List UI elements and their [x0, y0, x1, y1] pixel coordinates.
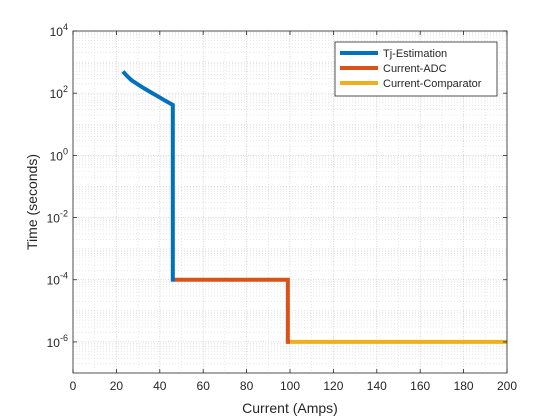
legend-label: Current-Comparator — [383, 78, 482, 90]
x-tick-label: 160 — [410, 379, 430, 393]
legend-label: Tj-Estimation — [383, 48, 447, 60]
legend-label: Current-ADC — [383, 63, 447, 75]
y-tick-label: 10-6 — [47, 333, 68, 350]
x-tick-label: 200 — [497, 379, 517, 393]
x-tick-label: 80 — [240, 379, 254, 393]
x-tick-label: 180 — [454, 379, 474, 393]
legend: Tj-Estimation Current-ADC Current-Comparat… — [334, 41, 498, 97]
x-tick-label: 40 — [153, 379, 167, 393]
x-tick-label: 20 — [110, 379, 124, 393]
x-tick-labels: 0 20 40 60 80 100 120 140 160 180 200 — [70, 379, 518, 393]
series-line-current-adc — [174, 277, 290, 344]
x-tick-label: 0 — [70, 379, 77, 393]
y-tick-label: 10-2 — [47, 209, 68, 226]
y-tick-label: 102 — [50, 84, 68, 101]
series-line-tj-estimation — [121, 70, 175, 282]
tick-marks — [72, 30, 508, 373]
x-tick-label: 120 — [323, 379, 343, 393]
x-tick-label: 100 — [280, 379, 300, 393]
y-tick-labels: 104 102 100 10-2 10-4 10-6 — [47, 22, 68, 350]
y-axis-label: Time (seconds) — [24, 154, 40, 250]
series-layer — [121, 70, 507, 344]
y-tick-label: 100 — [50, 146, 68, 163]
x-tick-label: 60 — [197, 379, 211, 393]
x-tick-label: 140 — [367, 379, 387, 393]
y-tick-label: 104 — [50, 22, 68, 39]
x-axis-label: Current (Amps) — [242, 400, 338, 416]
y-tick-label: 10-4 — [47, 271, 68, 288]
